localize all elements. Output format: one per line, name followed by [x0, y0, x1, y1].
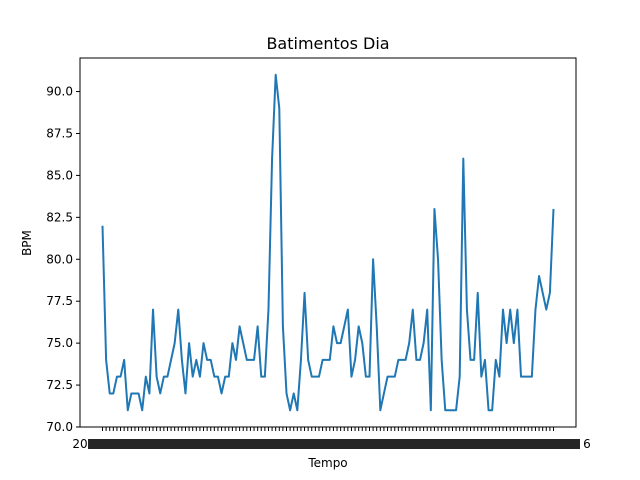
y-axis-ticks: 70.0 72.5 75.0 77.5 80.0 82.5 85.0 87.5 90.0 [46, 85, 80, 434]
y-tick-label: 85.0 [46, 168, 73, 182]
y-tick-label: 70.0 [46, 420, 73, 434]
y-tick-label: 82.5 [46, 210, 73, 224]
y-tick-label: 87.5 [46, 126, 73, 140]
x-axis-ticks [88, 427, 580, 449]
plot-frame [79, 57, 577, 428]
y-tick-label: 72.5 [46, 378, 73, 392]
chart-title: Batimentos Dia [266, 34, 389, 53]
x-tick-label-first: 20 [72, 437, 87, 451]
x-tick-label-band [88, 439, 580, 449]
y-axis-label: BPM [20, 230, 34, 256]
y-tick-label: 90.0 [46, 85, 73, 99]
y-tick-label: 80.0 [46, 252, 73, 266]
y-tick-label: 77.5 [46, 294, 73, 308]
series-line [101, 73, 555, 412]
y-tick-label: 75.0 [46, 336, 73, 350]
x-axis-label: Tempo [307, 456, 347, 470]
x-tick-label-last: 6 [583, 437, 591, 451]
